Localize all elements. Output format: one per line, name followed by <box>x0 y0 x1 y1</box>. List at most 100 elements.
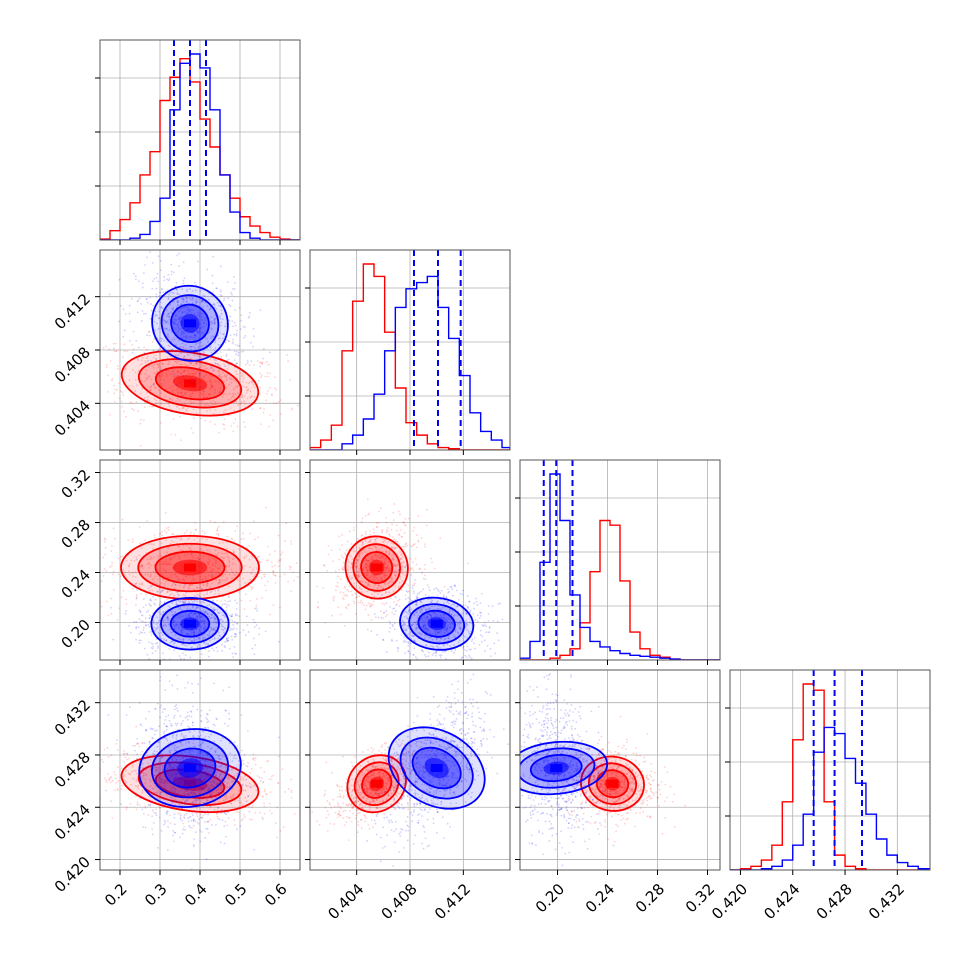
scatter-point <box>132 764 134 767</box>
scatter-point <box>195 528 197 531</box>
scatter-point <box>253 653 256 656</box>
scatter-point <box>201 538 204 540</box>
panel-2-0: 0.200.240.280.32 <box>58 459 301 665</box>
scatter-point <box>156 616 158 619</box>
scatter-point <box>181 288 184 291</box>
scatter-point <box>198 558 200 561</box>
scatter-point <box>405 598 407 600</box>
scatter-point <box>324 621 327 624</box>
scatter-point <box>360 535 363 537</box>
scatter-point <box>186 529 188 532</box>
scatter-point <box>453 614 456 616</box>
scatter-point <box>177 637 180 640</box>
scatter-point <box>350 563 353 566</box>
scatter-point <box>228 392 231 395</box>
scatter-point <box>221 625 223 628</box>
scatter-point <box>209 551 211 553</box>
scatter-point <box>164 596 167 599</box>
scatter-point <box>214 423 216 426</box>
scatter-point <box>123 574 126 576</box>
scatter-point <box>353 582 356 585</box>
scatter-point <box>194 289 197 292</box>
scatter-point <box>250 784 252 787</box>
scatter-point <box>191 792 194 794</box>
scatter-point <box>108 778 111 780</box>
scatter-point <box>112 570 115 573</box>
scatter-point <box>381 555 383 558</box>
scatter-point <box>193 374 196 377</box>
scatter-point <box>424 594 427 597</box>
scatter-point <box>376 526 379 529</box>
scatter-point <box>256 360 259 362</box>
scatter-point <box>207 574 210 577</box>
scatter-point <box>193 639 196 642</box>
scatter-point <box>381 579 384 582</box>
scatter-point <box>390 546 393 549</box>
scatter-point <box>396 563 399 566</box>
scatter-point <box>213 319 216 322</box>
scatter-point <box>457 622 460 624</box>
scatter-point <box>210 573 213 576</box>
scatter-point <box>200 620 203 623</box>
scatter-point <box>410 608 413 611</box>
scatter-point <box>149 598 152 600</box>
scatter-point <box>466 629 469 631</box>
scatter-point <box>160 402 163 405</box>
scatter-point <box>149 604 152 607</box>
scatter-point <box>163 624 165 627</box>
scatter-point <box>403 532 406 534</box>
scatter-point <box>251 818 254 821</box>
scatter-point <box>272 570 275 573</box>
scatter-point <box>460 664 462 666</box>
scatter-point <box>183 391 186 394</box>
scatter-point <box>212 385 215 388</box>
scatter-point <box>223 579 226 582</box>
scatter-point <box>388 552 391 555</box>
scatter-point <box>246 546 249 549</box>
scatter-point <box>147 359 150 362</box>
scatter-point <box>144 361 147 364</box>
scatter-point <box>476 604 479 606</box>
scatter-point <box>409 611 411 614</box>
scatter-point <box>341 534 344 536</box>
scatter-point <box>390 542 393 544</box>
scatter-point <box>392 558 395 561</box>
scatter-point <box>407 650 410 653</box>
scatter-point <box>368 540 371 543</box>
scatter-point <box>157 366 160 369</box>
scatter-point <box>385 551 387 554</box>
scatter-point <box>210 323 213 326</box>
scatter-point <box>231 769 233 771</box>
scatter-point <box>142 629 145 631</box>
scatter-point <box>378 557 381 559</box>
scatter-point <box>421 617 423 620</box>
scatter-point <box>135 742 138 745</box>
scatter-point <box>246 730 249 733</box>
scatter-point <box>397 599 400 602</box>
scatter-point <box>154 313 157 316</box>
scatter-point <box>225 579 228 581</box>
scatter-point <box>369 547 372 550</box>
scatter-point <box>372 600 375 603</box>
scatter-point <box>236 329 239 332</box>
scatter-point <box>386 526 389 529</box>
scatter-point <box>408 517 410 520</box>
scatter-point <box>345 606 347 609</box>
scatter-point <box>109 360 112 362</box>
scatter-point <box>242 325 245 328</box>
scatter-point <box>177 301 180 304</box>
scatter-point <box>172 321 174 324</box>
scatter-point <box>250 806 253 809</box>
scatter-point <box>422 626 425 629</box>
scatter-point <box>206 562 209 565</box>
scatter-point <box>140 379 143 382</box>
scatter-point <box>135 603 137 606</box>
scatter-point <box>405 570 408 573</box>
scatter-point <box>203 602 206 604</box>
scatter-point <box>265 760 268 763</box>
scatter-point <box>156 402 159 404</box>
scatter-point <box>262 781 265 783</box>
scatter-point <box>206 820 209 823</box>
scatter-point <box>191 606 194 609</box>
scatter-point <box>204 301 207 304</box>
